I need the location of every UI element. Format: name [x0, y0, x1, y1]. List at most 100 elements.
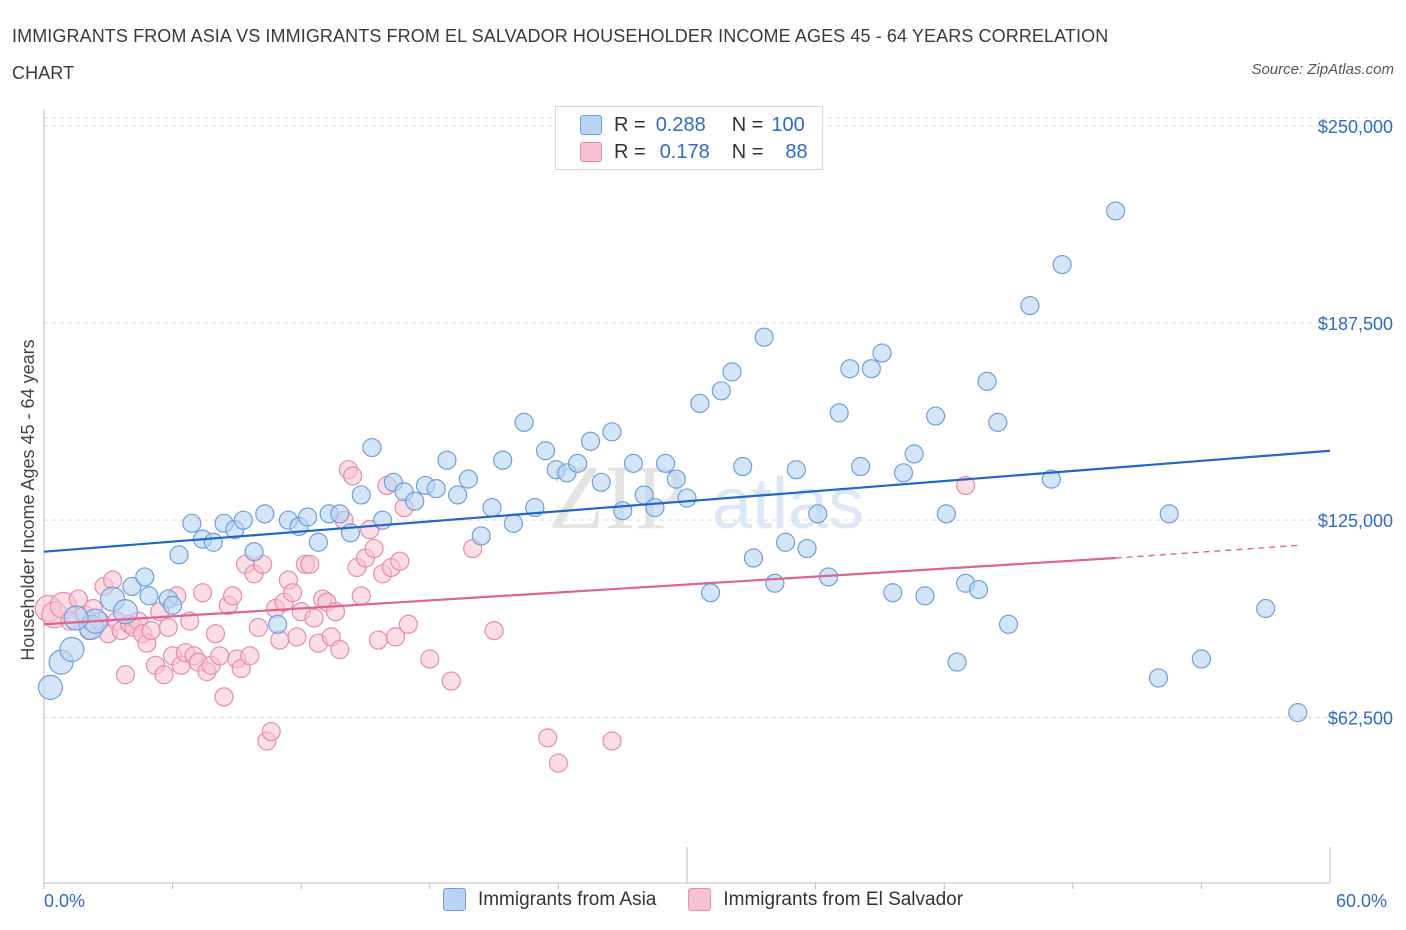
asia-point [308, 532, 328, 552]
watermark-atlas: atlas [712, 464, 864, 544]
salvador-point [304, 608, 324, 628]
asia-point [743, 548, 764, 568]
asia-point [59, 636, 85, 663]
asia-point [482, 497, 502, 518]
asia-point [233, 510, 253, 530]
salvador-point [102, 570, 123, 590]
asia-point [754, 327, 774, 347]
salvador-point [602, 731, 622, 751]
asia-point [471, 526, 491, 546]
asia-point [255, 504, 275, 524]
salvador-point [240, 646, 260, 666]
asia-point [244, 542, 264, 562]
asia-point [426, 479, 446, 499]
salvador-point [385, 627, 406, 647]
salvador-point [154, 665, 174, 685]
asia-point [872, 343, 892, 363]
asia-point [268, 614, 288, 634]
asia-point [63, 605, 89, 631]
salvador-point [368, 630, 388, 650]
asia-point [298, 507, 318, 527]
asia-legend-label: Immigrants from Asia [477, 888, 657, 910]
asia-point [122, 576, 142, 597]
y-axis-label: Householder Income Ages 45 - 64 years [18, 339, 38, 660]
asia-point [602, 422, 622, 442]
salvador-n-value: 88 [785, 140, 808, 163]
asia-n-value: 100 [771, 113, 805, 136]
asia-point [998, 614, 1019, 634]
salvador-point [205, 624, 226, 644]
asia-point [112, 599, 139, 625]
salvador-point [193, 583, 213, 603]
asia-point [1288, 703, 1308, 723]
asia-point [775, 532, 796, 552]
asia-point [765, 573, 785, 593]
salvador-point [261, 721, 281, 742]
asia-point [690, 393, 710, 414]
asia-point [711, 381, 731, 401]
asia-point [613, 501, 633, 521]
y-tick-labels: $62,500 $125,000 $187,500 $250,000 [1318, 117, 1393, 729]
asia-point [645, 497, 665, 518]
asia-point [677, 488, 697, 508]
asia-point [623, 453, 644, 473]
legend-item-asia: Immigrants from Asia [442, 888, 657, 911]
n-label: N = [731, 113, 764, 136]
asia-point [786, 460, 806, 480]
salvador-point [300, 554, 320, 574]
asia-point [947, 652, 967, 672]
legend-row-salvador: R = 0.178 N = 88 [580, 140, 808, 164]
asia-point [1256, 598, 1276, 619]
asia-point [169, 545, 189, 565]
asia-point [1191, 649, 1212, 669]
asia-point [535, 441, 556, 461]
y-tick-label: $62,500 [1328, 708, 1393, 728]
source-label: Source: ZipAtlas.com [1251, 61, 1394, 78]
salvador-point [270, 630, 290, 650]
salvador-point [141, 620, 161, 641]
x-tick-max: 60.0% [1336, 891, 1388, 911]
asia-point [163, 595, 183, 615]
y-tick-label: $125,000 [1318, 511, 1393, 531]
salvador-point [364, 538, 384, 559]
salvador-legend-label: Immigrants from El Salvador [723, 888, 964, 910]
salvador-point [115, 665, 136, 685]
salvador-point [283, 583, 303, 603]
asia-point [926, 406, 946, 426]
salvador-point [484, 620, 504, 641]
asia-point [580, 431, 601, 451]
salvador-point [343, 466, 363, 486]
asia-point [700, 583, 721, 603]
asia-point [514, 412, 534, 432]
asia-point [139, 586, 159, 606]
salvador-point [538, 728, 558, 748]
asia-point [1020, 296, 1040, 316]
asia-point [37, 674, 64, 700]
correlation-legend: R = 0.288 N = 100 R = 0.178 N = 88 [555, 106, 823, 170]
r-label: R = [614, 113, 646, 136]
asia-point [840, 359, 860, 379]
asia-point [503, 513, 523, 533]
salvador-point [158, 617, 178, 638]
salvador-point [330, 639, 350, 660]
asia-point [733, 456, 753, 477]
asia-point [568, 453, 588, 473]
asia-point [203, 532, 223, 552]
asia-point [893, 463, 914, 483]
asia-r-value: 0.288 [655, 113, 706, 136]
asia-point [797, 538, 817, 559]
asia-point [330, 504, 350, 524]
asia-swatch [580, 115, 602, 135]
asia-point [493, 450, 513, 470]
legend-row-asia: R = 0.288 N = 100 [580, 113, 805, 137]
x-tick-min: 0.0% [44, 891, 86, 911]
asia-point [1041, 469, 1061, 489]
legend-item-salvador: Immigrants from El Salvador [688, 888, 963, 911]
salvador-point [441, 671, 461, 691]
asia-point [968, 579, 989, 600]
salvador-point [548, 753, 569, 773]
asia-trend-line [43, 449, 1331, 553]
asia-point [915, 586, 935, 606]
r-label: R = [614, 140, 646, 163]
grid-lines [44, 117, 1395, 718]
